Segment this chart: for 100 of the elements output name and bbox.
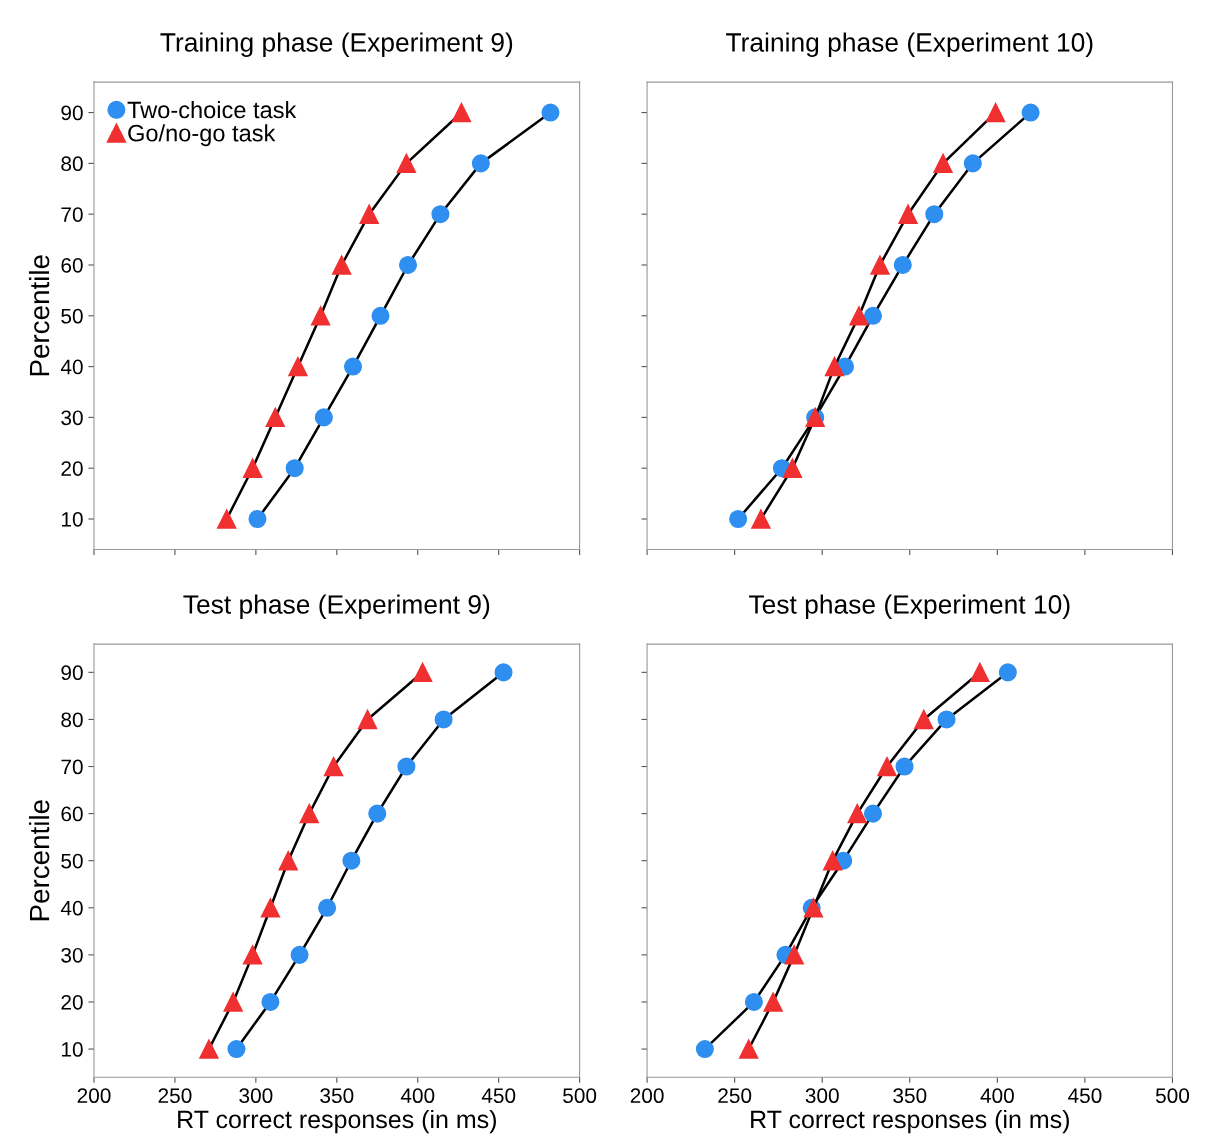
point [895, 757, 914, 776]
point [227, 1040, 246, 1059]
y-tick-label: 70 [61, 207, 83, 222]
point [782, 458, 803, 478]
x-axis-title: RT correct responses (in ms) [178, 1109, 496, 1134]
point [342, 851, 361, 870]
y-tick-label: 20 [61, 994, 83, 1010]
point [933, 153, 953, 174]
point [242, 458, 263, 478]
y-tick-label: 10 [61, 512, 83, 527]
y-tick-label: 90 [61, 105, 83, 121]
y-tick-label: 30 [61, 410, 83, 426]
y-tick-label: 50 [61, 308, 83, 324]
point [1021, 103, 1040, 122]
y-tick-label: 70 [61, 759, 83, 775]
point [744, 992, 763, 1011]
point [323, 756, 344, 777]
chart-title: Training phase (Experiment 9) [160, 32, 513, 57]
x-tick-label: 250 [158, 1088, 192, 1104]
x-axis-title: RT correct responses (in ms) [751, 1109, 1069, 1134]
point [431, 205, 450, 224]
point [318, 898, 337, 917]
point [763, 992, 783, 1012]
y-tick-label: 40 [60, 359, 83, 375]
x-tick-label: 350 [893, 1088, 927, 1104]
x-tick-label: 350 [320, 1088, 354, 1104]
chart-title: Training phase (Experiment 10) [726, 32, 1093, 57]
point [398, 255, 418, 275]
x-tick-label: 500 [563, 1088, 597, 1104]
point [396, 153, 417, 174]
point [357, 709, 378, 730]
y-tick-label: 10 [61, 1042, 83, 1057]
point [261, 992, 280, 1011]
y-tick-label: 50 [61, 853, 83, 869]
point [784, 945, 804, 965]
legend-label: Two-choice task [127, 100, 297, 119]
y-tick-label: 40 [60, 900, 83, 916]
point [877, 756, 897, 777]
point [541, 103, 560, 122]
point [412, 662, 433, 683]
x-tick-label: 300 [805, 1088, 839, 1104]
point [290, 945, 309, 964]
point [397, 757, 416, 776]
point [494, 663, 513, 682]
point [914, 709, 934, 730]
y-tick-label: 90 [61, 665, 83, 681]
point [898, 204, 918, 224]
x-tick-label: 500 [1155, 1088, 1190, 1104]
point [299, 803, 320, 824]
point [925, 205, 944, 224]
x-tick-label: 250 [718, 1088, 752, 1104]
x-tick-label: 400 [980, 1088, 1014, 1104]
y-tick-label: 80 [61, 712, 83, 728]
point [278, 850, 298, 871]
point [970, 662, 990, 683]
point [343, 357, 363, 376]
x-tick-label: 400 [400, 1088, 435, 1104]
point [824, 356, 845, 377]
point [314, 408, 333, 427]
y-tick-label: 80 [61, 156, 83, 172]
point [998, 663, 1017, 682]
point [288, 356, 308, 377]
point [371, 306, 390, 325]
point [359, 204, 379, 224]
point [285, 459, 304, 478]
x-tick-label: 450 [481, 1088, 516, 1104]
point [248, 509, 267, 529]
y-tick-label: 60 [61, 257, 83, 273]
y-tick-label: 20 [61, 461, 83, 476]
point [199, 1039, 219, 1059]
chart-title: Test phase (Experiment 9) [183, 594, 490, 620]
y-tick-label: 30 [61, 947, 83, 963]
point [822, 850, 843, 871]
y-axis-title: Percentile [28, 800, 50, 921]
point [310, 306, 331, 326]
point [260, 898, 281, 918]
point [223, 992, 243, 1012]
x-tick-label: 450 [1068, 1088, 1102, 1104]
y-axis-title: Percentile [28, 255, 50, 376]
point [451, 102, 472, 123]
x-tick-label: 200 [77, 1088, 111, 1104]
point [331, 255, 352, 275]
point [849, 306, 869, 326]
point [368, 804, 387, 823]
point [985, 102, 1006, 123]
point [265, 407, 286, 428]
point [695, 1040, 714, 1059]
point [863, 804, 883, 823]
point [738, 1039, 759, 1059]
point [870, 255, 890, 275]
x-tick-label: 200 [630, 1088, 664, 1104]
point [729, 509, 748, 529]
point [751, 509, 771, 529]
point [217, 509, 237, 529]
legend-label: Go/no-go task [128, 124, 276, 147]
point [242, 945, 263, 965]
y-tick-label: 60 [61, 806, 83, 822]
chart-title: Test phase (Experiment 10) [749, 594, 1070, 620]
point [937, 710, 956, 729]
point [963, 154, 982, 173]
